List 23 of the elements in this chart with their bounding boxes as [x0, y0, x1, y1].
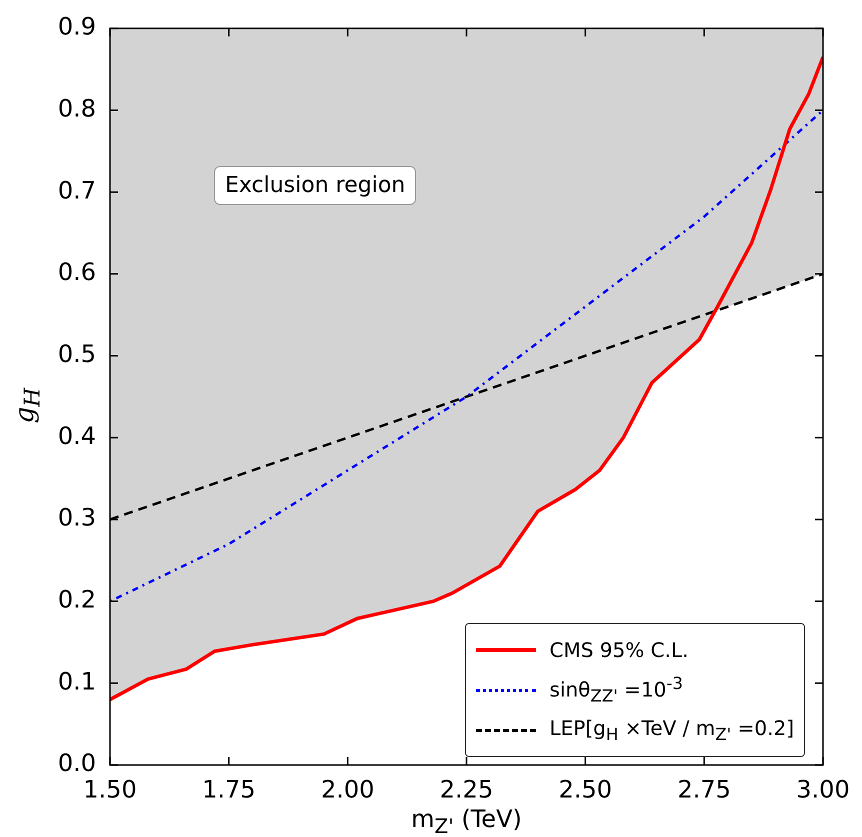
x-tick-label: 2.50 [558, 776, 612, 804]
x-tick-label: 2.75 [677, 776, 731, 804]
x-tick-label: 1.50 [83, 776, 137, 804]
x-axis-title: m$_{Z'}$ (TeV) [410, 805, 523, 837]
y-tick-label: 0.2 [58, 586, 96, 614]
legend-label: CMS 95% C.L. [550, 638, 688, 662]
y-tick-label: 0.3 [58, 504, 96, 532]
legend-label: sinθ$_{ZZ'}$ =10$^{-3}$ [550, 674, 684, 706]
y-tick-label: 0.5 [58, 340, 96, 368]
x-tick-label: 2.00 [320, 776, 374, 804]
y-tick-label: 0.6 [58, 258, 96, 286]
line-series [110, 108, 823, 603]
y-tick-label: 0.1 [58, 667, 96, 696]
y-tick-label: 0.7 [58, 176, 96, 204]
x-tick-label: 1.75 [202, 776, 256, 804]
y-tick-label: 0.9 [58, 12, 96, 41]
y-tick-label: 0.8 [58, 94, 96, 122]
x-tick-label: 2.25 [440, 776, 494, 804]
y-tick-label: 0.4 [58, 422, 96, 450]
x-tick-label: 3.00 [796, 776, 850, 804]
y-tick-label: 0.0 [58, 749, 96, 778]
legend-label: LEP[g$_{H}$ ×TeV / m$_{Z'}$ =0.2] [550, 716, 794, 744]
annotation: Exclusion region [214, 166, 416, 205]
